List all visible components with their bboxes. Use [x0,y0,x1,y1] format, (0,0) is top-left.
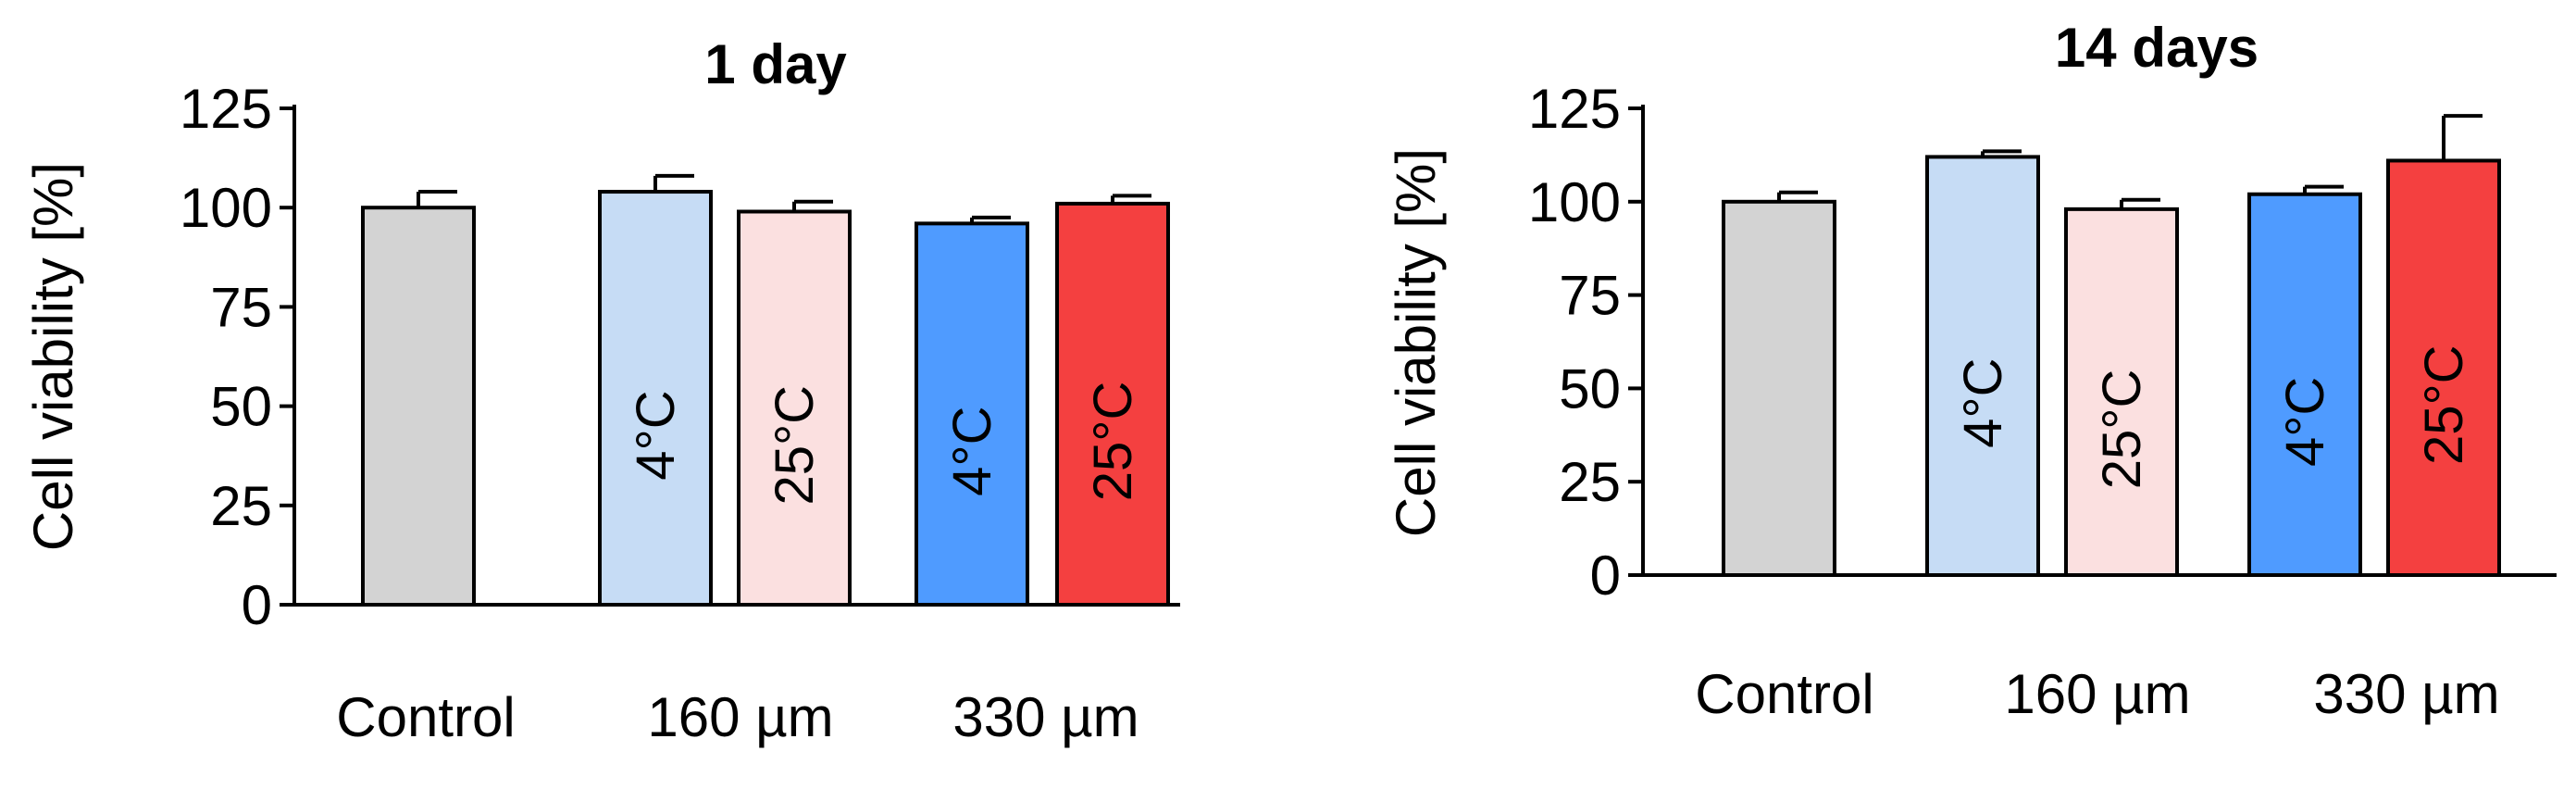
x-group-label: 160 µm [647,686,833,748]
chart-title: 14 days [2055,17,2259,79]
y-axis-label: Cell viability [%] [1385,148,1447,537]
bar-label: 25°C [765,385,825,506]
chart-panel-14-days: 14 days Cell viability [%] 0 25 50 75 100 125 4°… [1385,17,2557,725]
bar [1925,155,2040,578]
bar-label: 25°C [2092,369,2152,490]
y-tick-label: 125 [1528,78,1621,140]
bar [2064,207,2179,577]
y-tick-label: 25 [210,475,272,537]
y-tick-label: 25 [1559,451,1621,513]
y-tick-label: 75 [210,276,272,338]
y-tick-label: 0 [1590,545,1621,607]
x-group-label: Control [336,686,515,748]
bar-label: 4°C [1953,358,2013,448]
bar-label: 25°C [1083,382,1143,502]
chart-title: 1 day [704,33,847,95]
x-group-label: 160 µm [2004,663,2190,725]
y-tick-label: 50 [1559,357,1621,420]
bar [2247,192,2362,577]
y-axis-label: Cell viability [%] [22,162,84,551]
bar [361,206,476,607]
y-tick-label: 0 [242,574,272,636]
bar [1722,199,1836,578]
y-tick-label: 75 [1559,265,1621,327]
bar-label: 4°C [626,390,686,480]
y-tick-label: 50 [210,376,272,438]
y-tick-label: 100 [180,177,272,239]
x-group-label: Control [1695,663,1873,725]
bar-label: 25°C [2414,344,2474,465]
bar [1055,201,1170,607]
x-group-label: 330 µm [952,686,1139,748]
bar-label: 4°C [942,407,1002,496]
bar [915,221,1029,607]
chart-panel-1-day: 1 day Cell viability [%] 0 25 50 75 100 125 4°C 2… [22,33,1180,748]
y-tick-label: 100 [1528,171,1621,233]
x-group-label: 330 µm [2313,663,2499,725]
y-tick-label: 125 [180,78,272,140]
bar-label: 4°C [2275,377,2335,467]
